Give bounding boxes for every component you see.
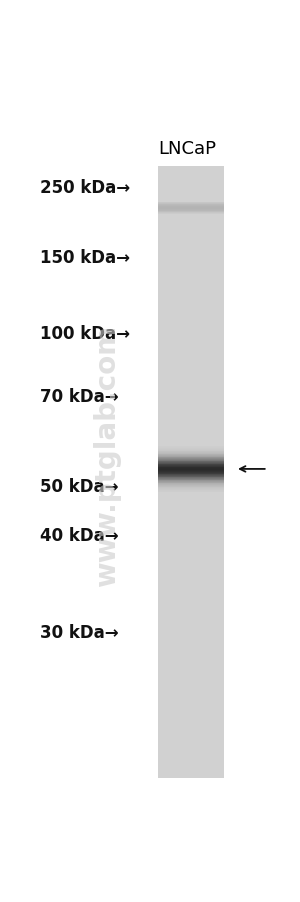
Bar [158, 472, 224, 473]
Bar [158, 211, 224, 212]
Bar [158, 212, 224, 213]
Bar [158, 466, 224, 467]
Bar [158, 465, 224, 466]
Bar [158, 483, 224, 485]
Bar [158, 205, 224, 206]
Bar [158, 204, 224, 205]
Bar [158, 460, 224, 461]
Bar [158, 211, 224, 212]
Bar [158, 203, 224, 204]
Bar [158, 486, 224, 487]
Bar [158, 451, 224, 452]
Bar [158, 468, 224, 469]
Bar [158, 209, 224, 210]
Text: LNCaP: LNCaP [158, 141, 216, 158]
Bar [158, 459, 224, 461]
Bar [158, 469, 224, 471]
Bar [158, 490, 224, 492]
Bar [158, 450, 224, 451]
Bar [158, 474, 224, 476]
Bar [158, 462, 224, 463]
Bar [158, 481, 224, 482]
Bar [158, 479, 224, 480]
Bar [158, 471, 224, 472]
Bar [158, 480, 224, 481]
Bar [158, 477, 224, 478]
Bar [158, 482, 224, 483]
Bar [158, 478, 224, 479]
Bar [158, 454, 224, 455]
Bar [158, 449, 224, 451]
Text: www.ptglab.com: www.ptglab.com [93, 325, 121, 586]
Bar [158, 491, 224, 492]
Bar [158, 446, 224, 447]
Bar [158, 489, 224, 491]
Bar [158, 453, 224, 454]
Text: 30 kDa→: 30 kDa→ [40, 623, 119, 641]
Bar [158, 458, 224, 459]
Bar [158, 202, 224, 203]
Bar [158, 469, 224, 470]
Bar [158, 488, 224, 489]
Bar [158, 483, 224, 484]
Bar [158, 461, 224, 462]
Bar [158, 485, 224, 486]
Bar [158, 167, 224, 778]
Bar [158, 470, 224, 471]
Bar [158, 465, 224, 466]
Bar [158, 210, 224, 211]
Text: 70 kDa→: 70 kDa→ [40, 388, 119, 406]
Bar [158, 487, 224, 488]
Bar [158, 455, 224, 456]
Bar [158, 208, 224, 209]
Bar [158, 447, 224, 448]
Bar [158, 207, 224, 208]
Bar [158, 456, 224, 457]
Text: 40 kDa→: 40 kDa→ [40, 527, 119, 545]
Bar [158, 454, 224, 456]
Bar [158, 457, 224, 458]
Bar [158, 476, 224, 477]
Bar [158, 205, 224, 206]
Text: 50 kDa→: 50 kDa→ [40, 478, 118, 496]
Text: 100 kDa→: 100 kDa→ [40, 325, 130, 343]
Bar [158, 473, 224, 474]
Bar [158, 464, 224, 465]
Bar [158, 459, 224, 460]
Bar [158, 213, 224, 214]
Bar [158, 452, 224, 453]
Bar [158, 479, 224, 481]
Bar [158, 463, 224, 464]
Bar [158, 206, 224, 207]
Bar [158, 209, 224, 210]
Bar [158, 214, 224, 215]
Text: 150 kDa→: 150 kDa→ [40, 249, 130, 267]
Bar [158, 474, 224, 475]
Bar [158, 449, 224, 450]
Bar [158, 475, 224, 476]
Bar [158, 448, 224, 449]
Bar [158, 467, 224, 468]
Bar [158, 489, 224, 490]
Bar [158, 213, 224, 215]
Bar [158, 464, 224, 465]
Bar [158, 203, 224, 204]
Bar [158, 484, 224, 486]
Text: 250 kDa→: 250 kDa→ [40, 179, 130, 198]
Bar [158, 207, 224, 208]
